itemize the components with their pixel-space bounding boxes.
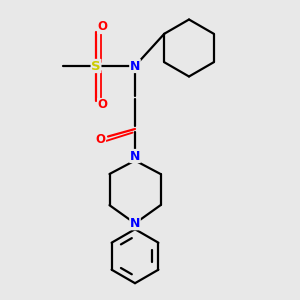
Text: S: S <box>91 59 101 73</box>
Text: O: O <box>98 98 108 112</box>
Text: N: N <box>130 217 140 230</box>
Text: O: O <box>98 20 108 34</box>
Text: O: O <box>95 133 106 146</box>
Text: N: N <box>130 149 140 163</box>
Text: N: N <box>130 59 140 73</box>
